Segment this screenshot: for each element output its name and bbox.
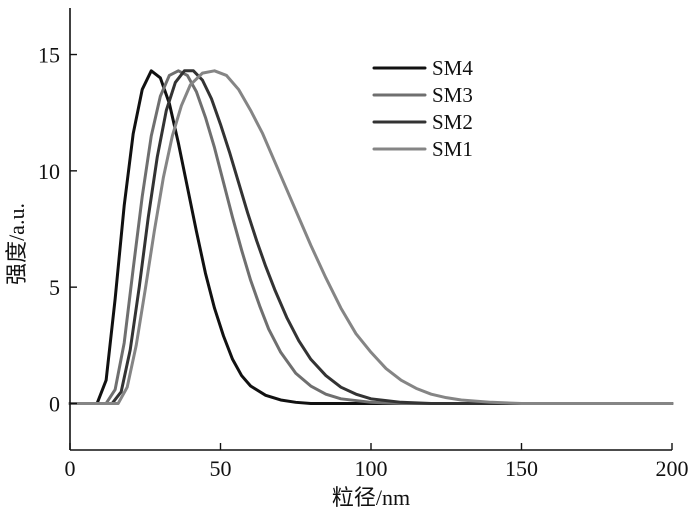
legend-label-sm3: SM3 bbox=[432, 83, 473, 107]
legend-label-sm2: SM2 bbox=[432, 110, 473, 134]
x-axis-title: 粒径/nm bbox=[332, 485, 410, 510]
x-tick-label: 0 bbox=[65, 456, 76, 481]
legend-label-sm1: SM1 bbox=[432, 137, 473, 161]
y-tick-label: 0 bbox=[49, 391, 60, 416]
x-tick-label: 50 bbox=[210, 456, 232, 481]
series-line-sm2 bbox=[68, 69, 674, 405]
series-line-sm1 bbox=[68, 69, 674, 405]
series-layer bbox=[68, 69, 674, 405]
legend: SM4 SM3 SM2 SM1 bbox=[372, 56, 473, 161]
y-axis-title: 强度/a.u. bbox=[4, 203, 29, 285]
x-tick-label: 100 bbox=[355, 456, 388, 481]
y-tick-label: 5 bbox=[49, 275, 60, 300]
x-tick-label: 200 bbox=[656, 456, 689, 481]
axes-layer: 0 50 100 150 200 0 5 10 15 bbox=[38, 8, 689, 481]
series-line-sm4 bbox=[68, 69, 674, 405]
y-tick-label: 10 bbox=[38, 159, 60, 184]
x-tick-label: 150 bbox=[505, 456, 538, 481]
legend-label-sm4: SM4 bbox=[432, 56, 473, 80]
series-line-sm3 bbox=[68, 69, 674, 405]
y-tick-label: 15 bbox=[38, 43, 60, 68]
